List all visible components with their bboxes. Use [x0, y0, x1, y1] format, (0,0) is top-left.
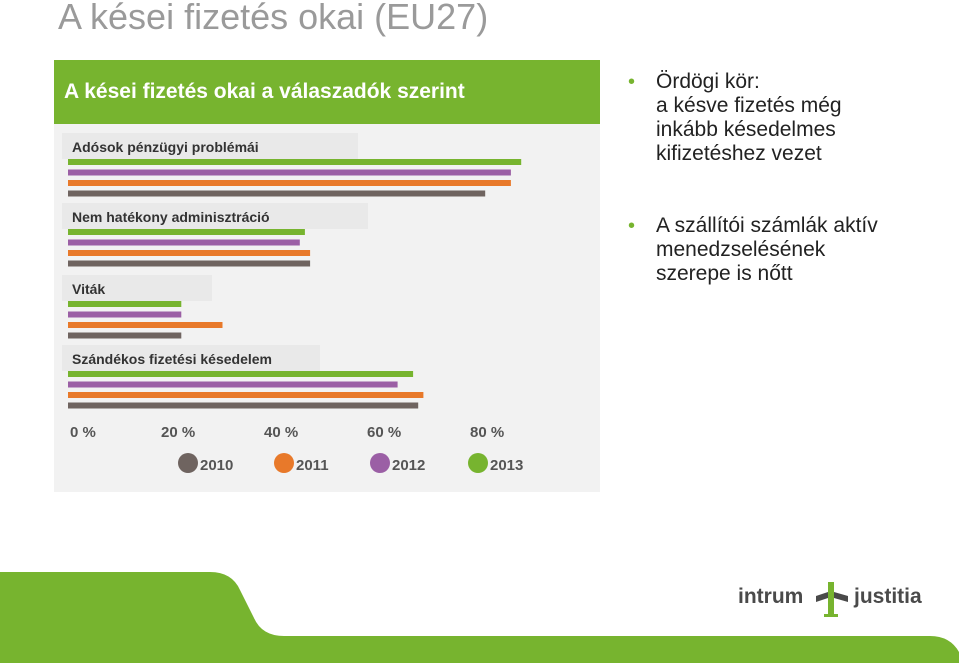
bar-2011-1 [68, 180, 511, 186]
bar-2012-3 [68, 311, 182, 318]
x-tick-label: 0 % [70, 424, 96, 441]
bar-2013-2 [68, 229, 305, 235]
bullet-icon: • [628, 215, 636, 237]
bar-2011-4 [68, 392, 424, 398]
logo-word-right: justitia [854, 585, 922, 608]
x-tick-label: 60 % [367, 424, 401, 441]
bar-2010-3 [68, 332, 182, 339]
intrum-justitia-logo-icon [816, 582, 848, 617]
category-label-bg [62, 203, 368, 229]
bar-2011-3 [68, 322, 223, 328]
bar-2012-1 [68, 169, 511, 176]
legend-label-2013: 2013 [490, 457, 523, 474]
legend-swatch-2011 [274, 453, 294, 473]
bar-2013-3 [68, 301, 182, 307]
bar-2012-2 [68, 239, 300, 246]
category-label: Nem hatékony adminisztráció [72, 209, 270, 225]
bar-2010-2 [68, 260, 311, 267]
bar-2010-1 [68, 190, 486, 197]
bullet-item-vicious-circle: • Ördögi kör: a késve fizetés még inkább… [628, 70, 948, 166]
bar-2011-2 [68, 250, 311, 256]
slide-title: A kései fizetés okai (EU27) [58, 0, 489, 37]
category-label: Viták [72, 281, 105, 297]
bar-chart: Adósok pénzügyi problémái Nem hatékony ad… [62, 133, 523, 474]
bullet-item-supplier-invoices: • A szállítói számlák aktív menedzselésé… [628, 214, 948, 286]
category-label: Szándékos fizetési késedelem [72, 351, 272, 367]
chart-panel: A kései fizetés okai a válaszadók szerin… [54, 60, 600, 492]
bullet-text: A szállítói számlák aktív menedzseléséne… [656, 214, 878, 285]
bar-2012-4 [68, 381, 398, 388]
legend-label-2011: 2011 [296, 457, 329, 474]
category-label-bg [62, 275, 212, 301]
bullet-icon: • [628, 71, 636, 93]
legend-swatch-2013 [468, 453, 488, 473]
chart-header: A kései fizetés okai a válaszadók szerin… [54, 60, 600, 124]
intrum-justitia-logo: intrum justitia [738, 576, 938, 618]
chart-title: A kései fizetés okai a válaszadók szerin… [64, 80, 465, 103]
bar-2013-1 [68, 159, 522, 165]
bullet-text: Ördögi kör: a késve fizetés még inkább k… [656, 70, 842, 165]
legend-label-2010: 2010 [200, 457, 233, 474]
legend-label-2012: 2012 [392, 457, 425, 474]
bullet-list: • Ördögi kör: a késve fizetés még inkább… [628, 70, 948, 286]
x-tick-label: 20 % [161, 424, 195, 441]
category-label: Adósok pénzügyi problémái [72, 139, 259, 155]
footer-band [0, 572, 959, 663]
x-tick-label: 80 % [470, 424, 504, 441]
bar-2013-4 [68, 371, 414, 377]
logo-word-left: intrum [738, 585, 804, 608]
x-tick-label: 40 % [264, 424, 298, 441]
category-label-bg [62, 133, 358, 159]
legend-swatch-2012 [370, 453, 390, 473]
legend-swatch-2010 [178, 453, 198, 473]
category-label-bg [62, 345, 320, 371]
bar-2010-4 [68, 402, 419, 409]
